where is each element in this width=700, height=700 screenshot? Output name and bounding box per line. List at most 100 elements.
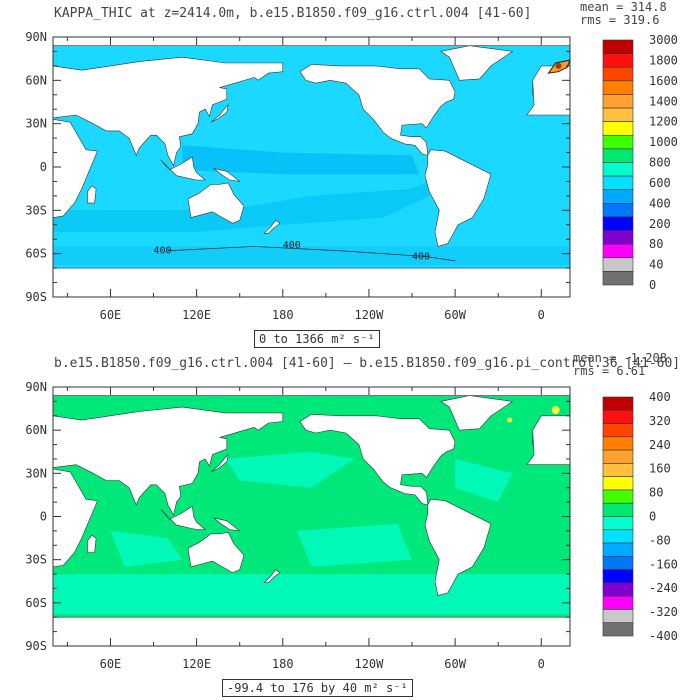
panel1-rms: rms = 319.6 bbox=[580, 13, 660, 27]
colorbar-swatch bbox=[602, 476, 634, 491]
colorbar-label: 800 bbox=[649, 156, 671, 170]
land-eurasia bbox=[52, 56, 284, 167]
colorbar-label: -80 bbox=[649, 533, 671, 547]
x-tick-label: 60E bbox=[100, 657, 122, 671]
value-band bbox=[53, 246, 570, 266]
contour-label: 400 bbox=[154, 246, 172, 257]
land-antarctica bbox=[52, 616, 571, 647]
panel1-title: KAPPA_THIC at z=2414.0m, b.e15.B1850.f09… bbox=[54, 6, 532, 21]
colorbar-swatch bbox=[602, 436, 634, 451]
colorbar-swatch bbox=[602, 66, 634, 82]
y-tick-label: 60S bbox=[25, 596, 47, 610]
x-tick-label: 60W bbox=[444, 657, 466, 671]
colorbar-swatch bbox=[602, 609, 634, 624]
land-indonesia bbox=[160, 505, 207, 530]
land-australia bbox=[187, 182, 245, 224]
colorbar-label: 200 bbox=[649, 217, 671, 231]
y-tick-label: 0 bbox=[40, 160, 47, 174]
colorbar-swatch bbox=[602, 162, 634, 177]
y-tick-label: 30S bbox=[25, 203, 47, 217]
value-band bbox=[53, 181, 430, 232]
land-madagascar bbox=[87, 534, 97, 553]
land-australia bbox=[187, 531, 245, 573]
colorbar-swatch bbox=[602, 148, 634, 163]
land-indonesia bbox=[160, 156, 207, 181]
panel2-rms: rms = 6.61 bbox=[573, 364, 646, 378]
panel1-range-label: 0 to 1366 m² s⁻¹ bbox=[254, 330, 380, 348]
colorbar-label: 80 bbox=[649, 237, 663, 251]
colorbar-swatch bbox=[602, 423, 634, 438]
value-band bbox=[225, 451, 355, 488]
colorbar-swatch bbox=[602, 216, 634, 231]
colorbar-swatch bbox=[602, 569, 634, 584]
x-tick-label: 0 bbox=[538, 657, 545, 671]
colorbar-label: 1200 bbox=[649, 115, 678, 129]
land-africa bbox=[52, 468, 98, 568]
colorbar-label: 0 bbox=[649, 510, 656, 524]
value-band bbox=[53, 574, 570, 615]
colorbar-swatch bbox=[602, 189, 634, 204]
land-europe2 bbox=[526, 415, 571, 465]
colorbar-swatch bbox=[602, 516, 634, 531]
colorbar-swatch bbox=[602, 80, 634, 95]
colorbar-swatch bbox=[602, 449, 634, 464]
colorbar-swatch bbox=[602, 622, 634, 637]
value-band bbox=[225, 94, 362, 124]
land-namerica bbox=[299, 413, 456, 506]
land-greenland bbox=[440, 395, 514, 431]
y-tick-label: 60N bbox=[25, 73, 47, 87]
colorbar-swatch bbox=[602, 53, 634, 68]
y-tick-label: 0 bbox=[40, 510, 47, 524]
colorbar-label: -400 bbox=[649, 629, 678, 643]
colorbar-swatch bbox=[602, 556, 634, 570]
colorbar-swatch bbox=[602, 107, 634, 122]
value-band bbox=[297, 523, 412, 567]
y-tick-label: 30N bbox=[25, 117, 47, 131]
panel2-stats: mean = -1.208 rms = 6.61 bbox=[573, 352, 667, 378]
high-value-spot bbox=[551, 406, 560, 415]
y-tick-label: 60S bbox=[25, 247, 47, 261]
colorbar-label: 400 bbox=[649, 196, 671, 210]
colorbar-label: 1400 bbox=[649, 94, 678, 108]
colorbar-swatch bbox=[602, 529, 634, 544]
x-tick-label: 120W bbox=[354, 308, 384, 322]
land-antarctica bbox=[52, 267, 571, 298]
land-madagascar bbox=[87, 185, 97, 204]
contour-label: 400 bbox=[412, 251, 430, 262]
colorbar-swatch bbox=[602, 39, 634, 54]
colorbar-label: 1000 bbox=[649, 135, 678, 149]
colorbar-label: 1600 bbox=[649, 74, 678, 88]
x-tick-label: 120W bbox=[354, 657, 384, 671]
colorbar-swatch bbox=[602, 257, 634, 272]
colorbar-label: 240 bbox=[649, 438, 671, 452]
colorbar-swatch bbox=[602, 409, 634, 424]
panel1-stats: mean = 314.8 rms = 319.6 bbox=[580, 1, 667, 27]
land-africa bbox=[52, 118, 98, 218]
land-nz bbox=[263, 569, 281, 583]
land-arctic bbox=[52, 386, 571, 396]
x-tick-label: 180 bbox=[272, 308, 294, 322]
land-japan bbox=[210, 453, 229, 473]
value-band bbox=[455, 458, 513, 503]
land-japan bbox=[210, 103, 229, 123]
value-band bbox=[110, 530, 183, 567]
colorbar-swatch bbox=[602, 502, 634, 517]
colorbar-swatch bbox=[602, 542, 634, 557]
colorbar-swatch bbox=[602, 271, 634, 286]
colorbar-label: -160 bbox=[649, 557, 678, 571]
y-tick-label: 90N bbox=[25, 30, 47, 44]
colorbar-swatch bbox=[602, 595, 634, 610]
panel2-mean: mean = -1.208 bbox=[573, 351, 667, 365]
land-samerica bbox=[424, 149, 492, 247]
colorbar-label: 320 bbox=[649, 414, 671, 428]
panel1-mean: mean = 314.8 bbox=[580, 0, 667, 14]
colorbar-swatch bbox=[602, 94, 634, 109]
high-value-spot bbox=[507, 417, 513, 423]
colorbar-label: -240 bbox=[649, 581, 678, 595]
land-newguinea bbox=[213, 517, 241, 532]
panel2-map: 90N 60N 30N 0 30S 60S 90S 60E 120E 180 120W 60W 0 400… bbox=[25, 380, 678, 671]
land-namerica bbox=[299, 64, 456, 156]
colorbar-label: 400 bbox=[649, 390, 671, 404]
x-tick-label: 180 bbox=[272, 657, 294, 671]
colorbar-label: 0 bbox=[649, 278, 656, 292]
